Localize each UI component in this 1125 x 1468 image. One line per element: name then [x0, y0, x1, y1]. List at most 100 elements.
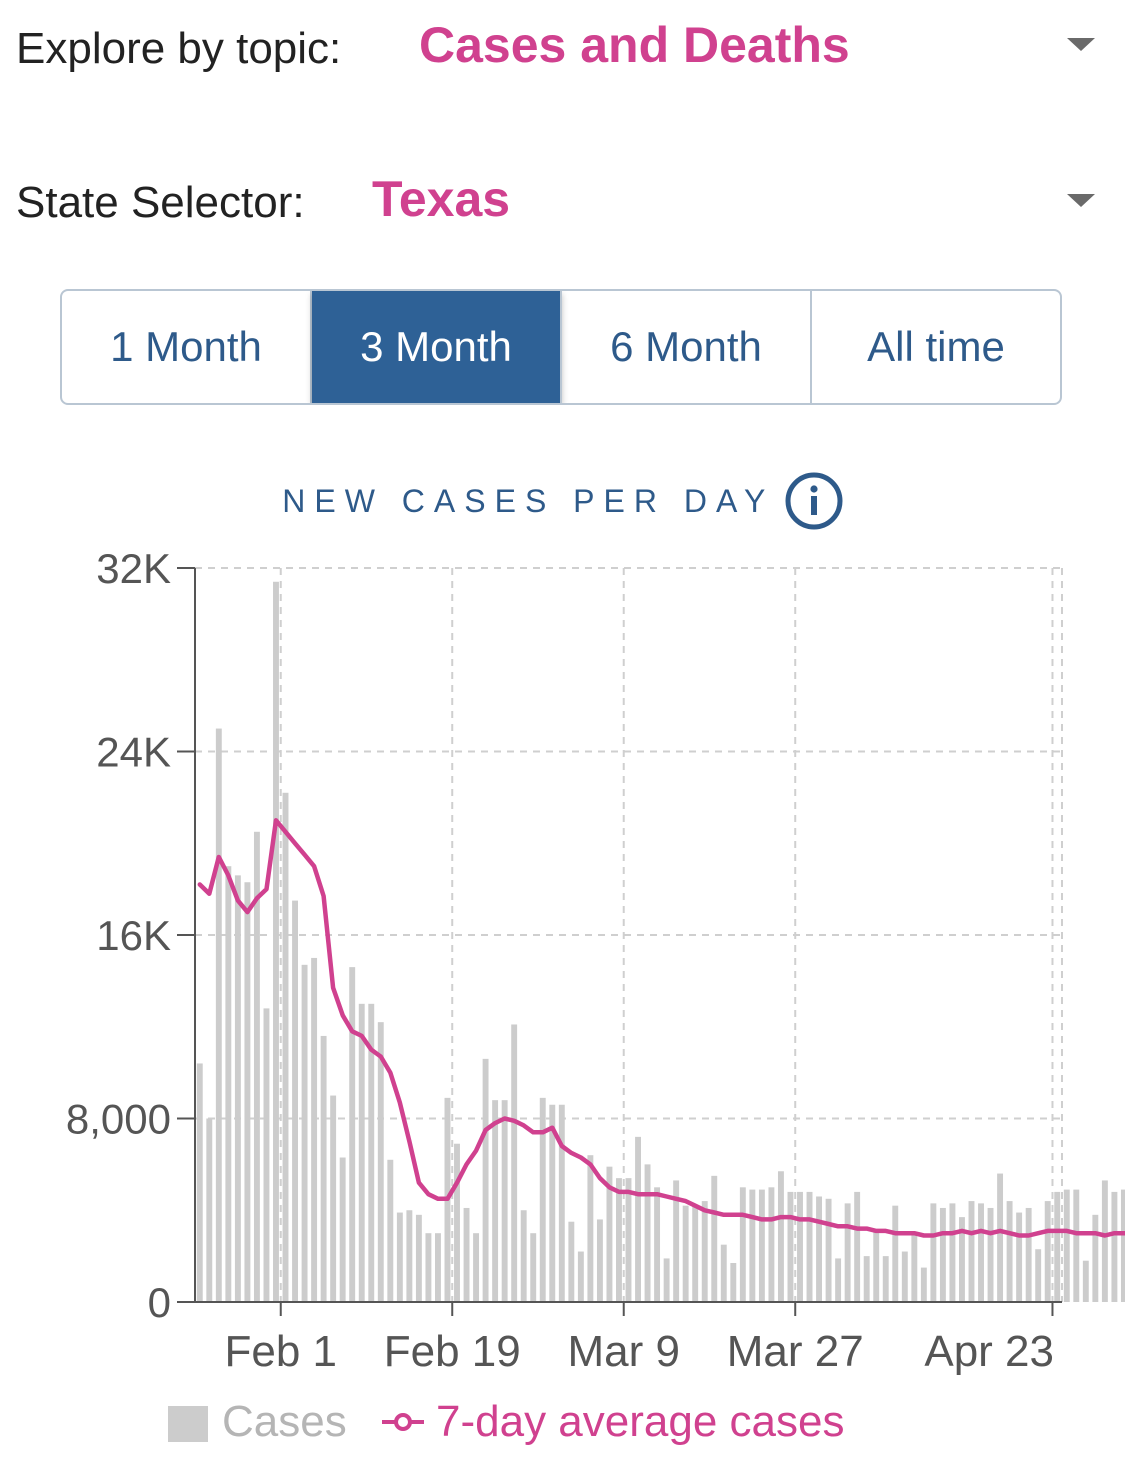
cases-bar[interactable] [492, 1100, 499, 1302]
cases-bar[interactable] [282, 792, 289, 1302]
cases-bar[interactable] [873, 1230, 880, 1302]
cases-bar[interactable] [330, 1095, 337, 1302]
cases-bar[interactable] [406, 1210, 413, 1302]
cases-bar[interactable] [959, 1217, 965, 1302]
cases-bar[interactable] [501, 1100, 508, 1302]
cases-bar[interactable] [377, 1022, 384, 1302]
cases-bar[interactable] [978, 1203, 984, 1302]
cases-bar[interactable] [339, 1157, 346, 1302]
cases-bar[interactable] [539, 1097, 546, 1302]
cases-bar[interactable] [463, 1207, 470, 1302]
cases-bar[interactable] [673, 1180, 680, 1302]
cases-bar[interactable] [1016, 1212, 1023, 1302]
cases-bar[interactable] [892, 1205, 899, 1302]
cases-bar[interactable] [997, 1173, 1004, 1302]
caret-down-icon[interactable] [1067, 38, 1095, 51]
cases-bar[interactable] [273, 581, 279, 1302]
cases-bar[interactable] [520, 1210, 527, 1302]
cases-bar[interactable] [930, 1203, 937, 1302]
cases-bar[interactable] [816, 1196, 823, 1302]
cases-bar[interactable] [1035, 1249, 1042, 1302]
cases-bar[interactable] [1054, 1191, 1061, 1302]
cases-bar[interactable] [901, 1251, 908, 1302]
cases-bar[interactable] [263, 1008, 270, 1302]
state-selector-value[interactable]: Texas [372, 171, 511, 227]
cases-bar[interactable] [711, 1175, 718, 1302]
cases-bar[interactable] [320, 1035, 327, 1302]
cases-bar[interactable] [425, 1233, 432, 1302]
cases-bar[interactable] [663, 1258, 670, 1302]
cases-bar[interactable] [1025, 1207, 1032, 1302]
cases-bar[interactable] [301, 964, 308, 1302]
cases-bar[interactable] [644, 1164, 651, 1302]
cases-bar[interactable] [720, 1244, 727, 1302]
cases-bar[interactable] [1101, 1180, 1108, 1302]
cases-bar[interactable] [358, 1003, 365, 1302]
cases-bar[interactable] [1111, 1191, 1118, 1302]
cases-bar[interactable] [253, 831, 260, 1302]
cases-bar[interactable] [454, 1143, 460, 1302]
cases-bar[interactable] [1063, 1189, 1070, 1302]
range-all-time-button[interactable]: All time [867, 323, 1005, 370]
range-1-month-button[interactable]: 1 Month [62, 291, 312, 403]
cases-bar[interactable] [863, 1256, 870, 1302]
cases-bar[interactable] [854, 1191, 861, 1302]
cases-bar[interactable] [835, 1258, 842, 1302]
cases-bar[interactable] [682, 1205, 689, 1302]
seven-day-average-line[interactable] [197, 818, 1125, 1238]
cases-bar[interactable] [482, 1058, 489, 1302]
cases-bar[interactable] [215, 728, 222, 1302]
cases-bar[interactable] [654, 1187, 661, 1302]
cases-bar[interactable] [939, 1207, 946, 1302]
cases-bar[interactable] [701, 1201, 708, 1302]
cases-bar[interactable] [1092, 1214, 1099, 1302]
legend-average-label[interactable]: 7-day average cases [436, 1397, 844, 1446]
state-selector[interactable]: State Selector: Texas [16, 168, 1095, 248]
cases-bar[interactable] [1044, 1201, 1051, 1302]
cases-bar[interactable] [225, 866, 232, 1302]
cases-bar[interactable] [311, 957, 318, 1302]
cases-bar[interactable] [825, 1198, 832, 1302]
cases-bar[interactable] [968, 1201, 975, 1302]
cases-bar[interactable] [558, 1104, 565, 1302]
cases-bar[interactable] [568, 1221, 575, 1302]
cases-bar[interactable] [587, 1155, 594, 1302]
cases-bar[interactable] [806, 1191, 813, 1302]
cases-bar[interactable] [577, 1251, 584, 1302]
cases-bar[interactable] [692, 1205, 699, 1302]
cases-bar[interactable] [616, 1178, 622, 1302]
cases-bar[interactable] [844, 1203, 851, 1302]
cases-bar[interactable] [434, 1233, 441, 1302]
topic-selector-value[interactable]: Cases and Deaths [419, 17, 850, 73]
cases-bar[interactable] [1006, 1201, 1013, 1302]
topic-selector[interactable]: Explore by topic: Cases and Deaths [16, 12, 1095, 92]
cases-bar[interactable] [635, 1136, 641, 1302]
cases-bar[interactable] [797, 1191, 803, 1302]
cases-bar[interactable] [625, 1178, 632, 1302]
cases-bar[interactable] [777, 1171, 784, 1302]
cases-bar[interactable] [949, 1203, 956, 1302]
cases-bar[interactable] [396, 1212, 403, 1302]
cases-bar[interactable] [768, 1187, 775, 1302]
caret-down-icon[interactable] [1067, 194, 1095, 207]
cases-bar[interactable] [196, 1063, 203, 1302]
cases-bar[interactable] [758, 1189, 765, 1302]
legend-cases-label[interactable]: Cases [222, 1397, 347, 1446]
cases-bar[interactable] [206, 1118, 213, 1303]
cases-bar[interactable] [349, 967, 356, 1302]
cases-bar[interactable] [1073, 1189, 1080, 1302]
cases-bar[interactable] [234, 875, 241, 1302]
range-3-month-button[interactable]: 3 Month [312, 291, 562, 403]
cases-bar[interactable] [739, 1187, 746, 1302]
info-icon[interactable] [785, 472, 843, 530]
cases-bar[interactable] [749, 1189, 756, 1302]
cases-bar[interactable] [987, 1207, 994, 1302]
range-6-month-button[interactable]: 6 Month [562, 291, 812, 403]
cases-bar[interactable] [596, 1219, 603, 1302]
cases-bar[interactable] [911, 1233, 918, 1302]
cases-bar[interactable] [549, 1104, 556, 1302]
cases-bar[interactable] [606, 1166, 613, 1302]
cases-bar[interactable] [882, 1256, 889, 1302]
cases-bar[interactable] [292, 900, 298, 1302]
cases-bar[interactable] [1120, 1189, 1125, 1302]
